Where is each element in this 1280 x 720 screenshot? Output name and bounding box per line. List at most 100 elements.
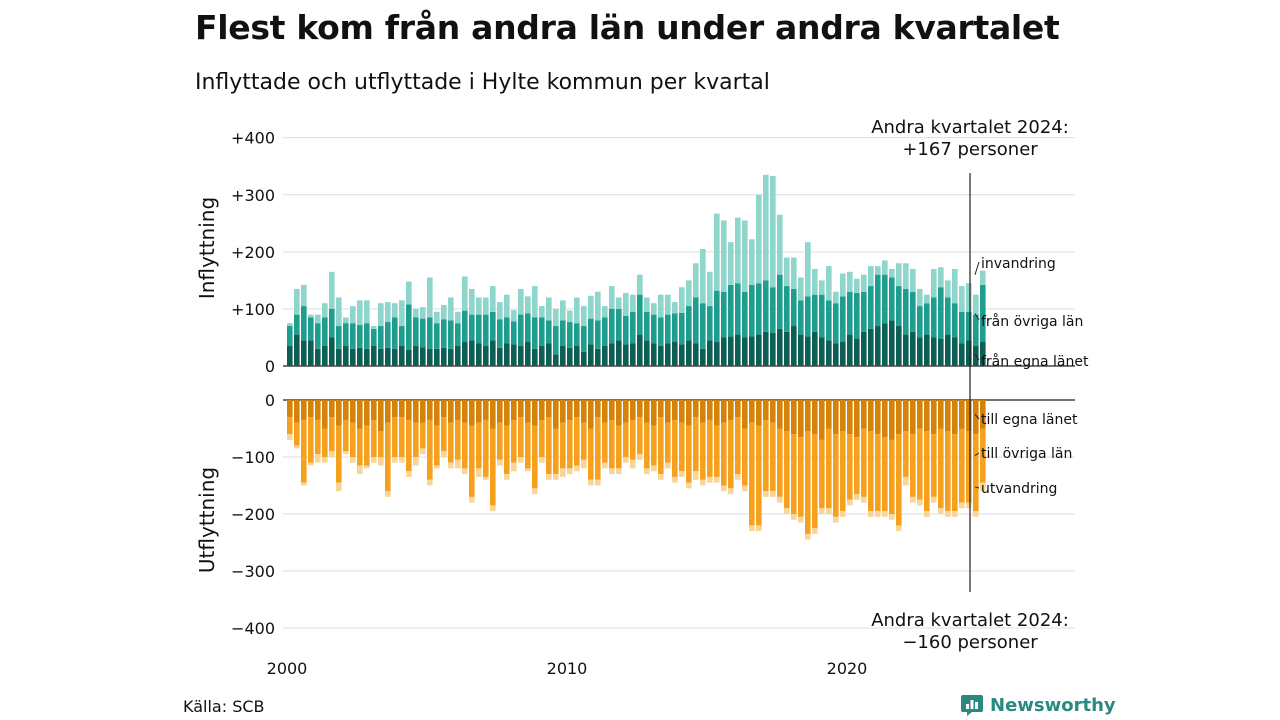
out-bar-segment — [945, 511, 951, 517]
in-bar-segment — [336, 348, 342, 366]
in-bar-segment — [371, 346, 377, 366]
in-bar-segment — [847, 271, 853, 292]
in-bar-segment — [721, 291, 727, 338]
in-bar-segment — [665, 343, 671, 366]
newsworthy-logo-text: Newsworthy — [990, 694, 1116, 716]
out-bar-segment — [840, 400, 846, 432]
in-bar-segment — [476, 314, 482, 344]
out-bar-segment — [679, 400, 685, 423]
in-bar-segment — [938, 287, 944, 339]
in-bar-segment — [504, 343, 510, 366]
in-bar-segment — [385, 302, 391, 323]
in-bar-segment — [350, 323, 356, 349]
out-bar-segment — [735, 417, 741, 475]
in-bar-segment — [973, 314, 979, 347]
in-bar-segment — [784, 286, 790, 332]
in-bar-segment — [728, 284, 734, 337]
out-bar-segment — [595, 479, 601, 486]
out-bar-segment — [378, 400, 384, 432]
out-bar-segment — [336, 482, 342, 492]
out-bar-segment — [350, 422, 356, 457]
in-bar-segment — [791, 326, 797, 366]
in-bar-segment — [392, 348, 398, 366]
out-bar-segment — [784, 400, 790, 432]
out-bar-segment — [385, 400, 391, 423]
in-bar-segment — [630, 343, 636, 366]
out-y-tick-label: −300 — [231, 562, 275, 581]
out-bar-segment — [924, 400, 930, 432]
chart-title: Flest kom från andra län under andra kva… — [195, 8, 1060, 47]
out-bar-segment — [623, 400, 629, 423]
in-bar-segment — [455, 323, 461, 347]
out-bar-segment — [287, 434, 293, 440]
in-bar-segment — [378, 303, 384, 327]
out-bar-segment — [308, 462, 314, 466]
out-bar-segment — [343, 451, 349, 455]
out-bar-segment — [770, 422, 776, 492]
out-bar-segment — [392, 400, 398, 418]
in-bar-segment — [812, 268, 818, 295]
out-bar-segment — [700, 479, 706, 486]
in-bar-segment — [546, 343, 552, 366]
in-y-tick-label: +400 — [231, 129, 275, 148]
out-bar-segment — [651, 465, 657, 472]
out-bar-segment — [791, 514, 797, 520]
out-bar-segment — [308, 417, 314, 463]
out-bar-segment — [735, 400, 741, 418]
out-bar-segment — [959, 400, 965, 429]
in-bar-segment — [805, 336, 811, 366]
out-bar-segment — [483, 476, 489, 480]
in-bar-segment — [910, 291, 916, 332]
in-bar-segment — [910, 331, 916, 366]
out-bar-segment — [329, 451, 335, 457]
in-bar-segment — [301, 340, 307, 366]
in-bar-segment — [630, 294, 636, 312]
out-bar-segment — [427, 419, 433, 480]
in-bar-segment — [903, 288, 909, 335]
out-bar-segment — [567, 419, 573, 469]
out-bar-segment — [847, 434, 853, 500]
out-bar-segment — [735, 474, 741, 480]
out-series-label: utvandring — [981, 481, 1057, 497]
in-bar-segment — [329, 308, 335, 338]
in-bar-segment — [868, 328, 874, 366]
in-bar-segment — [735, 217, 741, 284]
out-bar-segment — [840, 431, 846, 512]
in-bar-segment — [469, 340, 475, 366]
in-bar-segment — [875, 326, 881, 366]
in-series-label: invandring — [981, 256, 1056, 272]
in-bar-segment — [812, 331, 818, 366]
in-bar-segment — [294, 334, 300, 366]
out-bar-segment — [574, 465, 580, 472]
in-bar-segment — [448, 297, 454, 321]
in-bar-segment — [798, 300, 804, 335]
in-bar-segment — [406, 304, 412, 351]
in-bar-segment — [525, 342, 531, 366]
in-bar-segment — [406, 350, 412, 366]
in-bar-segment — [910, 268, 916, 292]
in-bar-segment — [357, 324, 363, 348]
in-bar-segment — [308, 340, 314, 366]
in-bar-segment — [798, 334, 804, 366]
in-bar-segment — [812, 294, 818, 332]
in-bar-segment — [462, 310, 468, 343]
in-bar-segment — [637, 294, 643, 335]
out-bar-segment — [756, 525, 762, 532]
in-bar-segment — [518, 346, 524, 366]
in-bar-segment — [700, 248, 706, 304]
out-bar-segment — [448, 422, 454, 463]
in-bar-segment — [420, 347, 426, 366]
out-series-leader — [974, 413, 980, 420]
out-bar-segment — [455, 419, 461, 460]
out-bar-segment — [504, 474, 510, 480]
in-bar-segment — [595, 291, 601, 321]
out-series-label: till egna länet — [981, 412, 1078, 428]
in-bar-segment — [875, 266, 881, 275]
out-bar-segment — [812, 434, 818, 529]
in-bar-segment — [665, 294, 671, 315]
in-y-tick-label: +200 — [231, 243, 275, 262]
in-bar-segment — [322, 346, 328, 366]
in-bar-segment — [735, 334, 741, 366]
out-bar-segment — [399, 400, 405, 418]
out-bar-segment — [574, 400, 580, 418]
